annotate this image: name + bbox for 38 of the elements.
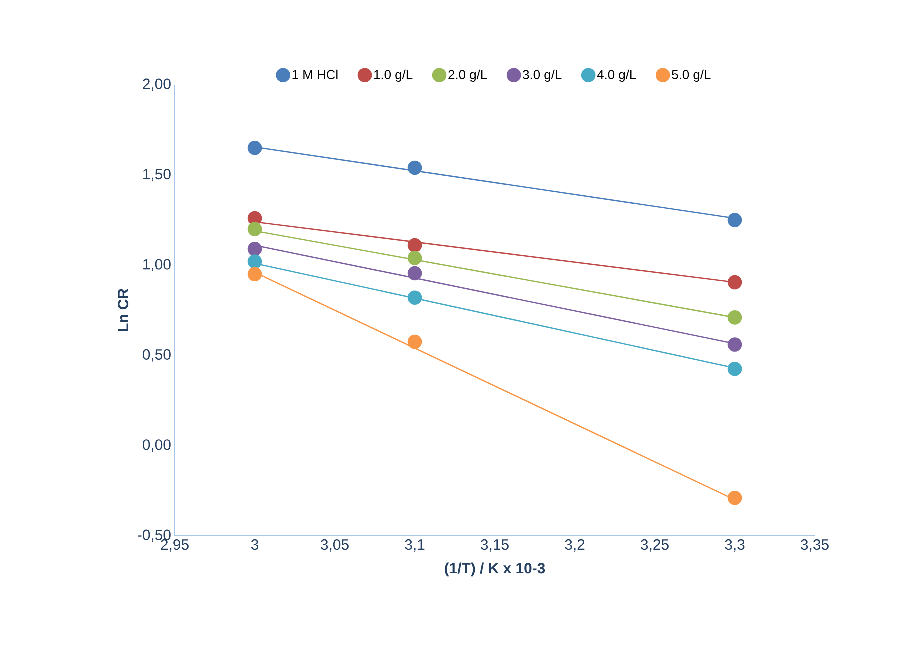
- x-tick-label: 3,15: [481, 540, 509, 552]
- x-tick-label: 3,25: [641, 540, 669, 552]
- point: [248, 267, 262, 282]
- x-tick-label: 3,2: [565, 540, 585, 552]
- point: [728, 338, 742, 352]
- legend-label: 1 M HCl: [292, 70, 338, 80]
- point: [408, 290, 422, 306]
- legend-label: 1.0 g/L: [374, 70, 413, 82]
- legend-label: 5.0 g/L: [672, 70, 711, 82]
- point: [408, 334, 422, 350]
- x-tick-label: 3,35: [801, 540, 829, 552]
- point: [728, 362, 742, 376]
- y-tick-label: 1,00: [144, 259, 171, 272]
- x-tick-label: 3,3: [725, 540, 745, 552]
- point: [728, 310, 742, 325]
- x-axis-title: (1/T) / K x 10-3: [445, 562, 546, 577]
- point: [728, 213, 742, 228]
- point: [728, 275, 742, 290]
- x-tick-label: 3: [251, 540, 259, 550]
- y-tick-label: 0,50: [142, 349, 171, 362]
- point: [248, 140, 262, 156]
- point: [248, 242, 262, 256]
- y-tick-label: 1,50: [144, 169, 171, 182]
- point: [248, 254, 262, 269]
- point: [408, 160, 422, 176]
- legend-label: 3.0 g/L: [523, 70, 562, 82]
- point: [408, 238, 422, 253]
- point: [728, 490, 742, 506]
- legend-label: 4.0 g/L: [597, 70, 636, 82]
- point: [408, 266, 422, 281]
- y-tick-label: 2,00: [143, 78, 171, 92]
- point: [408, 251, 422, 266]
- x-tick-label: 3,05: [321, 540, 349, 552]
- y-tick-label: 0,00: [142, 440, 171, 452]
- x-tick-label: 3,1: [405, 540, 425, 552]
- point: [248, 222, 262, 236]
- legend-label: 2.0 g/L: [448, 70, 488, 82]
- y-axis-title: Ln CR: [118, 288, 129, 332]
